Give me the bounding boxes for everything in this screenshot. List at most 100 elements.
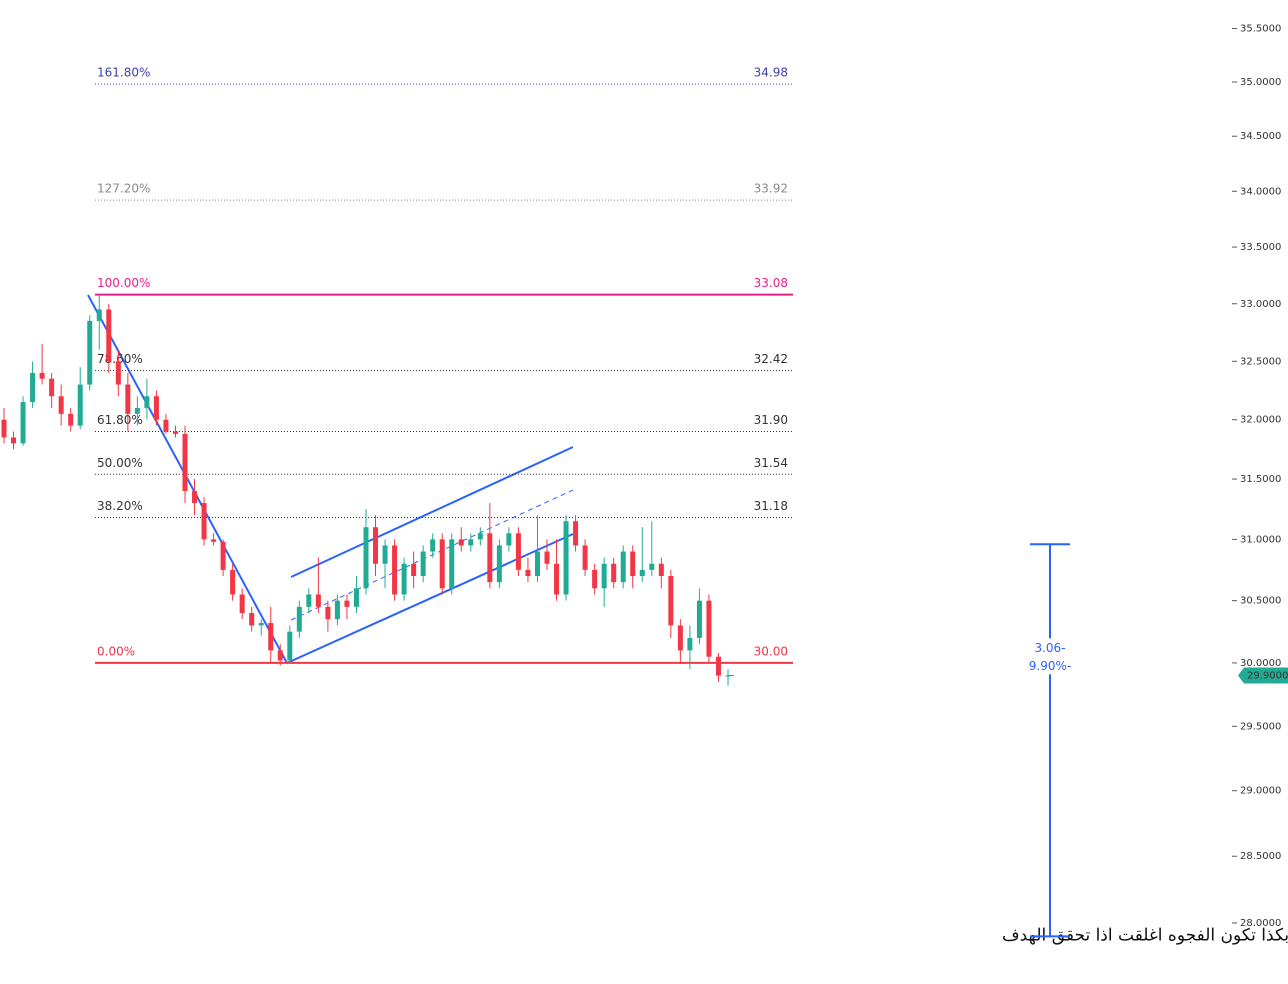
candle-body: [106, 309, 112, 362]
y-tick-label: 28.0000: [1240, 918, 1281, 929]
y-tick-label: 31.5000: [1240, 474, 1281, 485]
candle-body: [115, 361, 121, 385]
candle-body: [230, 569, 236, 595]
candle-body: [515, 533, 521, 570]
candle-body: [677, 625, 683, 651]
candle-body: [611, 563, 617, 583]
candle-body: [601, 563, 607, 589]
candle-body: [706, 600, 712, 657]
fib-price: 30.00: [754, 644, 788, 658]
candle-body: [430, 539, 436, 552]
candle-body: [334, 600, 340, 620]
candle-body: [315, 594, 321, 607]
channel-mid: [290, 489, 574, 621]
candle-body: [620, 551, 626, 583]
y-tick-label: 29.5000: [1240, 721, 1281, 732]
candle-body: [687, 637, 693, 651]
measure-percent: 9.90%-: [1029, 659, 1071, 673]
candle-body: [277, 650, 283, 661]
candle-body: [1, 419, 7, 438]
candle-body: [201, 503, 207, 540]
candle-body: [658, 563, 664, 577]
fib-price: 31.90: [754, 413, 788, 427]
candle-body: [153, 396, 159, 420]
candle-body: [249, 613, 255, 626]
candle-body: [639, 569, 645, 577]
candle-body: [353, 588, 359, 607]
candle-body: [125, 384, 131, 414]
y-tick-label: 31.0000: [1240, 534, 1281, 545]
drawings: [87, 294, 574, 664]
candle-body: [496, 545, 502, 583]
candle-body: [239, 594, 245, 614]
fib-price: 34.98: [754, 66, 788, 80]
last-price-label: 29.9000: [1247, 671, 1288, 682]
candle-body: [325, 606, 331, 620]
candle-body: [58, 396, 64, 414]
candle-body: [192, 491, 198, 504]
candle-body: [592, 569, 598, 589]
candle-body: [268, 622, 274, 651]
candle-body: [211, 539, 217, 542]
fib-ratio: 61.80%: [97, 413, 143, 427]
candle-body: [449, 539, 455, 589]
fib-ratio: 127.20%: [97, 182, 150, 196]
candle-body: [487, 533, 493, 583]
candle-body: [87, 320, 93, 385]
candle-body: [477, 533, 483, 540]
candle-body: [258, 622, 264, 626]
candle-body: [696, 600, 702, 638]
candle-body: [68, 413, 74, 426]
candle-body: [363, 527, 369, 589]
y-tick-label: 35.0000: [1240, 77, 1281, 88]
candle-body: [296, 606, 302, 632]
fib-ratio: 100.00%: [97, 276, 150, 290]
candle-body: [134, 407, 140, 414]
candle-body: [144, 396, 150, 408]
candle-body: [373, 527, 379, 564]
candle-body: [544, 551, 550, 564]
fib-price: 31.18: [754, 499, 788, 513]
y-tick-label: 32.5000: [1240, 356, 1281, 367]
candle-body: [77, 384, 83, 426]
candle-body: [401, 563, 407, 595]
measure-label-bg: [1024, 638, 1076, 675]
y-tick-label: 33.0000: [1240, 299, 1281, 310]
candle-body: [163, 419, 169, 432]
fib-price: 31.54: [754, 456, 788, 470]
candle-body: [49, 378, 55, 397]
candle-body: [468, 539, 474, 546]
candle-body: [668, 576, 674, 626]
candle-body: [582, 545, 588, 570]
measure-change: 3.06-: [1034, 641, 1065, 655]
candle-body: [534, 551, 540, 577]
candle-body: [182, 433, 188, 492]
candle-body: [563, 521, 569, 595]
channel-upper: [290, 446, 574, 578]
channel-lower: [286, 533, 574, 664]
candle-body: [392, 545, 398, 595]
candle-body: [20, 402, 26, 444]
fib-price: 33.08: [754, 276, 788, 290]
candle-body: [344, 600, 350, 607]
candle-body: [96, 309, 102, 321]
candle-body: [525, 569, 531, 577]
candle-body: [715, 656, 721, 676]
candle-body: [30, 372, 36, 403]
y-tick-label: 34.5000: [1240, 131, 1281, 142]
candle-body: [11, 437, 17, 444]
y-tick-label: 32.0000: [1240, 415, 1281, 426]
candle-body: [382, 545, 388, 564]
fib-ratio: 38.20%: [97, 499, 143, 513]
candle-body: [172, 431, 178, 434]
y-tick-label: 34.0000: [1240, 186, 1281, 197]
annotation: 27.90 وبكذا تكون الفجوه اغلقت اذا تحقق ا…: [1002, 926, 1288, 946]
y-tick-label: 28.5000: [1240, 851, 1281, 862]
fib-price: 32.42: [754, 352, 788, 366]
candle-body: [39, 372, 45, 379]
candle-body: [573, 521, 579, 546]
y-tick-label: 30.0000: [1240, 658, 1281, 669]
fib-ratio: 50.00%: [97, 456, 143, 470]
candle-body: [287, 631, 293, 661]
